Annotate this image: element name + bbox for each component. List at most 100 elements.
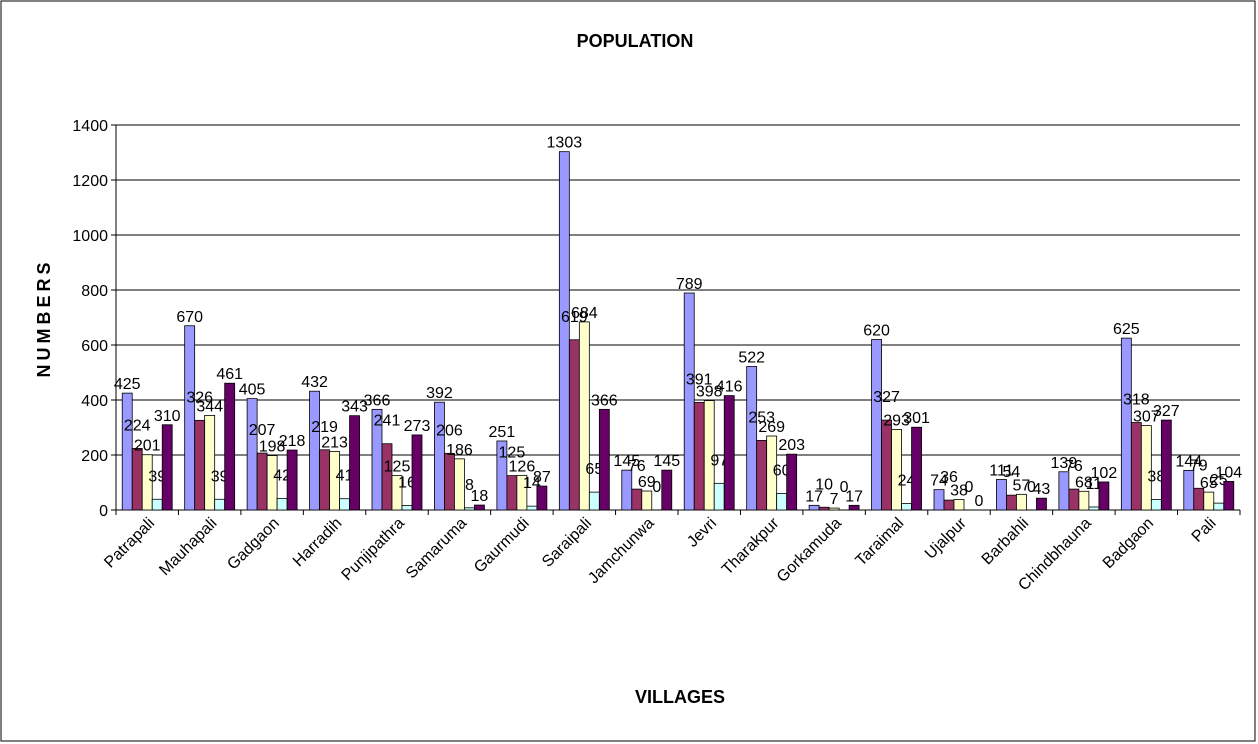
bar (286, 449, 298, 511)
data-label: 425 (114, 376, 141, 393)
bar (506, 475, 518, 511)
bar (224, 382, 236, 511)
data-label: 273 (404, 418, 431, 435)
data-label: 326 (186, 389, 213, 406)
bar (588, 491, 600, 511)
bar (933, 489, 945, 511)
bar (1213, 502, 1225, 511)
bar (1150, 499, 1162, 511)
bar (464, 507, 475, 511)
bar (339, 498, 350, 511)
data-label: 432 (301, 374, 328, 391)
data-label: 11 (1086, 476, 1103, 493)
bar (1006, 494, 1017, 511)
data-label: 310 (154, 408, 181, 425)
bar (568, 339, 580, 511)
data-label: 57 (1013, 477, 1031, 494)
bar (526, 505, 538, 511)
data-label: 41 (336, 468, 354, 485)
data-label: 39 (148, 468, 166, 485)
data-label: 14 (523, 475, 541, 492)
y-tick-label: 600 (81, 338, 108, 355)
data-label: 17 (805, 488, 823, 505)
data-label: 79 (1190, 457, 1208, 474)
bar (434, 401, 445, 511)
bar (911, 426, 922, 511)
bar (818, 506, 830, 511)
data-label: 126 (509, 458, 536, 475)
bar (1098, 481, 1110, 511)
bar (536, 485, 548, 511)
data-label: 416 (716, 379, 743, 396)
bar (349, 415, 360, 511)
data-label: 17 (845, 488, 863, 505)
bar (401, 505, 413, 511)
bar (411, 434, 423, 511)
bar (953, 499, 965, 511)
data-label: 625 (1113, 321, 1140, 338)
data-label: 125 (384, 459, 411, 476)
data-label: 65 (1200, 475, 1218, 492)
bar (474, 504, 485, 511)
data-label: 145 (653, 453, 680, 470)
bar (558, 151, 570, 511)
data-label: 684 (571, 305, 598, 322)
data-label: 76 (628, 458, 646, 475)
data-label: 139 (1051, 455, 1078, 472)
data-label: 318 (1123, 392, 1150, 409)
y-tick-label: 800 (81, 283, 108, 300)
data-label: 24 (898, 472, 916, 489)
bar (256, 452, 268, 511)
bar (391, 475, 403, 511)
bar (871, 339, 882, 511)
bar (309, 390, 320, 511)
data-label: 42 (273, 467, 291, 484)
data-label: 522 (738, 349, 765, 366)
bar (756, 440, 768, 511)
data-label: 224 (124, 417, 151, 434)
data-label: 104 (1215, 464, 1242, 481)
data-label: 111 (989, 462, 1013, 479)
data-label: 69 (638, 474, 656, 491)
data-label: 219 (311, 419, 338, 436)
data-label: 207 (249, 422, 276, 439)
data-label: 0 (1027, 479, 1036, 496)
bar (454, 458, 465, 511)
data-label: 213 (321, 434, 348, 451)
bar (319, 449, 330, 511)
data-label: 16 (398, 475, 416, 492)
bar (329, 451, 340, 511)
y-tick-label: 1000 (72, 228, 108, 245)
bar (943, 499, 955, 511)
chart-title: POPULATION (577, 31, 694, 51)
data-label: 76 (1065, 458, 1083, 475)
data-label: 8 (465, 477, 474, 494)
data-label: 327 (1153, 403, 1180, 420)
data-label: 327 (873, 389, 900, 406)
bar (723, 395, 735, 511)
y-tick-label: 1200 (72, 173, 108, 190)
data-label: 206 (436, 422, 463, 439)
data-label: 269 (758, 419, 785, 436)
y-tick-label: 0 (99, 503, 108, 520)
data-label: 307 (1133, 409, 1160, 426)
bar (631, 488, 643, 511)
bar (444, 452, 455, 511)
data-label: 65 (585, 461, 603, 478)
bar (204, 414, 216, 511)
bar (1016, 493, 1027, 511)
bar (1088, 506, 1100, 511)
data-label: 201 (134, 438, 161, 455)
data-label: 7 (830, 491, 839, 508)
bar (214, 498, 226, 511)
bar (621, 469, 633, 511)
bar (194, 419, 206, 511)
bar (901, 502, 912, 511)
bar (1078, 490, 1090, 511)
bar (161, 424, 173, 511)
bar (1036, 497, 1047, 511)
data-label: 68 (1075, 474, 1093, 491)
data-label: 670 (176, 309, 203, 326)
bar (276, 498, 288, 511)
data-label: 18 (471, 488, 489, 505)
